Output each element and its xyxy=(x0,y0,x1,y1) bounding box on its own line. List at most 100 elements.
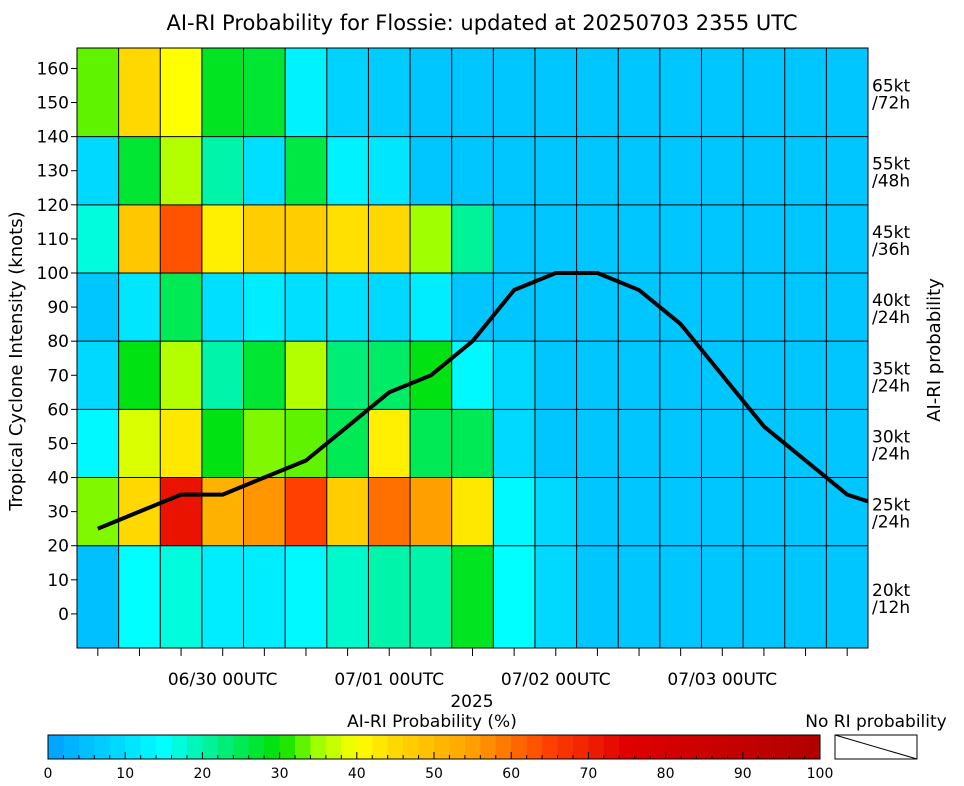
colorbar-segment xyxy=(202,735,219,759)
heatmap-cell xyxy=(618,204,661,273)
heatmap-cell xyxy=(743,136,786,205)
no-ri-swatch xyxy=(834,734,918,760)
heatmap-cell xyxy=(160,409,203,478)
colorbar-segment xyxy=(403,735,420,759)
band-labels: 20kt/12h25kt/24h30kt/24h35kt/24h40kt/24h… xyxy=(872,76,910,618)
heatmap-cell xyxy=(243,204,286,273)
heatmap-cell xyxy=(784,273,827,342)
intensity-line xyxy=(97,271,869,531)
heatmap-cell xyxy=(659,409,702,478)
heatmap-cell xyxy=(826,341,869,410)
colorbar-segment xyxy=(418,735,435,759)
heatmap-cell xyxy=(410,545,453,648)
y-tick-label: 20 xyxy=(47,537,69,557)
heatmap-cell xyxy=(743,204,786,273)
heatmap-cell xyxy=(784,409,827,478)
band-label: /24h xyxy=(872,444,910,464)
heatmap-cell xyxy=(201,273,245,342)
colorbar-segment xyxy=(696,735,713,759)
heatmap-cell xyxy=(285,545,328,648)
colorbar-tick-label: 70 xyxy=(579,766,597,782)
y-axis-ticks: 0 10 20 30 40 50 60 70 80 90 100 110 120 130 140 150 160 xyxy=(37,59,77,625)
colorbar-tick-label: 80 xyxy=(657,766,675,782)
colorbar-segment xyxy=(603,735,620,759)
heatmap-cell xyxy=(576,273,619,342)
heatmap-cell xyxy=(659,136,702,205)
heatmap-cell xyxy=(118,409,161,478)
colorbar-segment xyxy=(325,735,342,759)
band-label: 30kt xyxy=(872,427,910,447)
colorbar-title: AI-RI Probability (%) xyxy=(347,712,517,732)
x-axis-year: 2025 xyxy=(450,692,493,712)
colorbar-segment xyxy=(248,735,265,759)
heatmap-cell xyxy=(201,48,245,137)
heatmap-cell xyxy=(784,341,827,410)
heatmap-cell xyxy=(160,136,203,205)
colorbar-segment xyxy=(449,735,466,759)
heatmap-cell xyxy=(368,477,411,546)
heatmap-cell xyxy=(285,273,328,342)
heatmap-grid xyxy=(76,47,869,649)
heatmap-cell xyxy=(534,204,578,273)
heatmap-cell xyxy=(160,341,203,410)
heatmap-cell xyxy=(160,273,203,342)
band-label: /24h xyxy=(872,376,910,396)
heatmap-cell xyxy=(451,273,494,342)
heatmap-cell xyxy=(326,477,369,546)
heatmap-cell xyxy=(534,341,578,410)
heatmap-cell xyxy=(326,48,369,137)
heatmap-cell xyxy=(659,545,702,648)
y-tick-label: 160 xyxy=(37,59,69,79)
colorbar-tick-label: 60 xyxy=(502,766,520,782)
band-label: /72h xyxy=(872,93,910,113)
heatmap-cell xyxy=(77,273,120,342)
heatmap-cell xyxy=(160,545,203,648)
heatmap-cell xyxy=(576,341,619,410)
colorbar-segment xyxy=(372,735,389,759)
heatmap-cell xyxy=(326,409,369,478)
colorbar-segment xyxy=(804,735,821,759)
y-tick-label: 130 xyxy=(37,162,69,182)
band-label: /24h xyxy=(872,308,910,328)
colorbar-segment xyxy=(279,735,296,759)
y-tick-label: 150 xyxy=(37,94,69,114)
heatmap-cell xyxy=(368,204,411,273)
heatmap-cell xyxy=(118,341,161,410)
colorbar-segment xyxy=(186,735,203,759)
heatmap-cell xyxy=(326,136,369,205)
right-axis-label: AI-RI probability xyxy=(924,278,945,422)
colorbar-segment xyxy=(588,735,605,759)
heatmap-cell xyxy=(659,341,702,410)
heatmap-cell xyxy=(826,409,869,478)
heatmap-cell xyxy=(701,477,744,546)
colorbar-segment xyxy=(789,735,806,759)
colorbar-segment xyxy=(156,735,173,759)
y-tick-label: 120 xyxy=(37,196,69,216)
band-label: /48h xyxy=(872,172,910,192)
heatmap-cell xyxy=(493,409,536,478)
heatmap-cell xyxy=(368,545,411,648)
colorbar-tick-label: 0 xyxy=(44,766,53,782)
colorbar-segment xyxy=(511,735,528,759)
colorbar-tick-label: 90 xyxy=(734,766,752,782)
heatmap-cell xyxy=(493,477,536,546)
heatmap-cell xyxy=(659,204,702,273)
heatmap-cell xyxy=(160,204,203,273)
heatmap-cell xyxy=(243,48,286,137)
heatmap-cell xyxy=(534,273,578,342)
heatmap-cell xyxy=(451,545,494,648)
x-tick-label: 06/30 00UTC xyxy=(168,670,278,690)
heatmap-cell xyxy=(77,545,120,648)
x-tick-label: 07/03 00UTC xyxy=(667,670,777,690)
heatmap-cell xyxy=(701,204,744,273)
band-label: 45kt xyxy=(872,223,910,243)
heatmap-cell xyxy=(493,341,536,410)
y-tick-label: 90 xyxy=(47,298,69,318)
y-tick-label: 10 xyxy=(47,571,69,591)
colorbar-segment xyxy=(94,735,111,759)
heatmap-cell xyxy=(576,409,619,478)
colorbar-segment xyxy=(650,735,667,759)
colorbar-segment xyxy=(681,735,697,759)
heatmap-cell xyxy=(743,273,786,342)
heatmap-cell xyxy=(326,341,369,410)
